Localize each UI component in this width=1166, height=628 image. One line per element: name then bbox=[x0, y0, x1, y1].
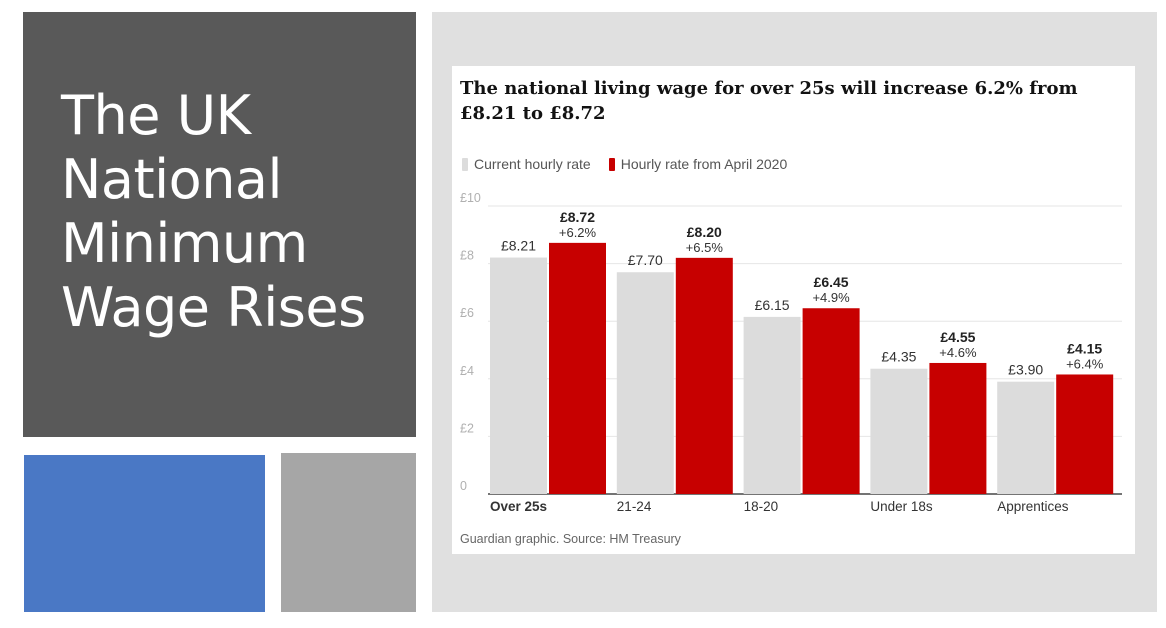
y-tick-label: £4 bbox=[460, 364, 474, 378]
bar-current bbox=[490, 257, 547, 494]
bar-current bbox=[997, 381, 1055, 494]
data-label-current: £7.70 bbox=[628, 252, 663, 268]
chart-card: The national living wage for over 25s wi… bbox=[452, 66, 1135, 554]
legend-swatch-april-2020 bbox=[608, 157, 615, 171]
x-tick-label: Over 25s bbox=[490, 499, 547, 514]
data-label-current: £8.21 bbox=[501, 238, 536, 254]
decorative-blue-block bbox=[24, 455, 265, 612]
bar-chart-svg: £10 £8 £6 £4 £2 0 Over 25s £8.21 £8.72+6.2% 21-24… bbox=[460, 191, 1122, 514]
data-label-april-2020: £8.72 bbox=[560, 209, 595, 225]
data-label-april-2020: £6.45 bbox=[814, 274, 849, 290]
slide-title-line: The UK bbox=[61, 84, 251, 147]
data-label-current: £6.15 bbox=[755, 297, 790, 313]
data-label-current: £3.90 bbox=[1008, 362, 1043, 378]
bar-current bbox=[870, 368, 928, 494]
y-tick-label: £2 bbox=[460, 421, 474, 435]
legend-label-current: Current hourly rate bbox=[474, 156, 591, 172]
legend-swatch-current bbox=[462, 157, 468, 171]
bar-april-2020 bbox=[675, 257, 733, 494]
legend-label-april-2020: Hourly rate from April 2020 bbox=[620, 156, 788, 172]
chart-source: Guardian graphic. Source: HM Treasury bbox=[460, 532, 681, 546]
data-label-change: +6.2% bbox=[559, 225, 597, 240]
slide-title-line: National bbox=[61, 148, 283, 211]
chart-legend: Current hourly rate Hourly rate from Apr… bbox=[462, 156, 787, 172]
bar-april-2020 bbox=[929, 362, 987, 494]
data-label-change: +4.9% bbox=[812, 290, 850, 305]
bar-april-2020 bbox=[1056, 374, 1114, 494]
x-tick-label: 18-20 bbox=[744, 499, 779, 514]
legend-item-april-2020: Hourly rate from April 2020 bbox=[608, 156, 788, 172]
data-label-april-2020: £4.15 bbox=[1067, 340, 1102, 356]
chart-title: The national living wage for over 25s wi… bbox=[460, 78, 1078, 124]
y-tick-label: £8 bbox=[460, 249, 474, 263]
decorative-gray-block bbox=[281, 453, 416, 612]
bar-current bbox=[743, 316, 801, 494]
data-label-april-2020: £4.55 bbox=[940, 329, 975, 345]
data-label-change: +6.5% bbox=[686, 240, 724, 255]
x-tick-label: Under 18s bbox=[870, 499, 933, 514]
legend-item-current: Current hourly rate bbox=[462, 156, 591, 172]
bar-current bbox=[616, 272, 674, 494]
x-tick-label: 21-24 bbox=[617, 499, 652, 514]
bar-april-2020 bbox=[549, 242, 606, 494]
slide-title-line: Wage Rises bbox=[61, 276, 366, 339]
bar-april-2020 bbox=[802, 308, 860, 494]
title-panel: The UK National Minimum Wage Rises bbox=[23, 12, 416, 437]
data-label-change: +4.6% bbox=[939, 345, 977, 360]
y-tick-label: 0 bbox=[460, 479, 467, 493]
x-tick-label: Apprentices bbox=[997, 499, 1069, 514]
data-label-current: £4.35 bbox=[881, 349, 916, 365]
y-tick-label: £10 bbox=[460, 191, 481, 205]
slide-title: The UK National Minimum Wage Rises bbox=[61, 84, 366, 340]
slide-title-line: Minimum bbox=[61, 212, 308, 275]
data-label-april-2020: £8.20 bbox=[687, 224, 722, 240]
data-label-change: +6.4% bbox=[1066, 356, 1104, 371]
y-tick-label: £6 bbox=[460, 306, 474, 320]
